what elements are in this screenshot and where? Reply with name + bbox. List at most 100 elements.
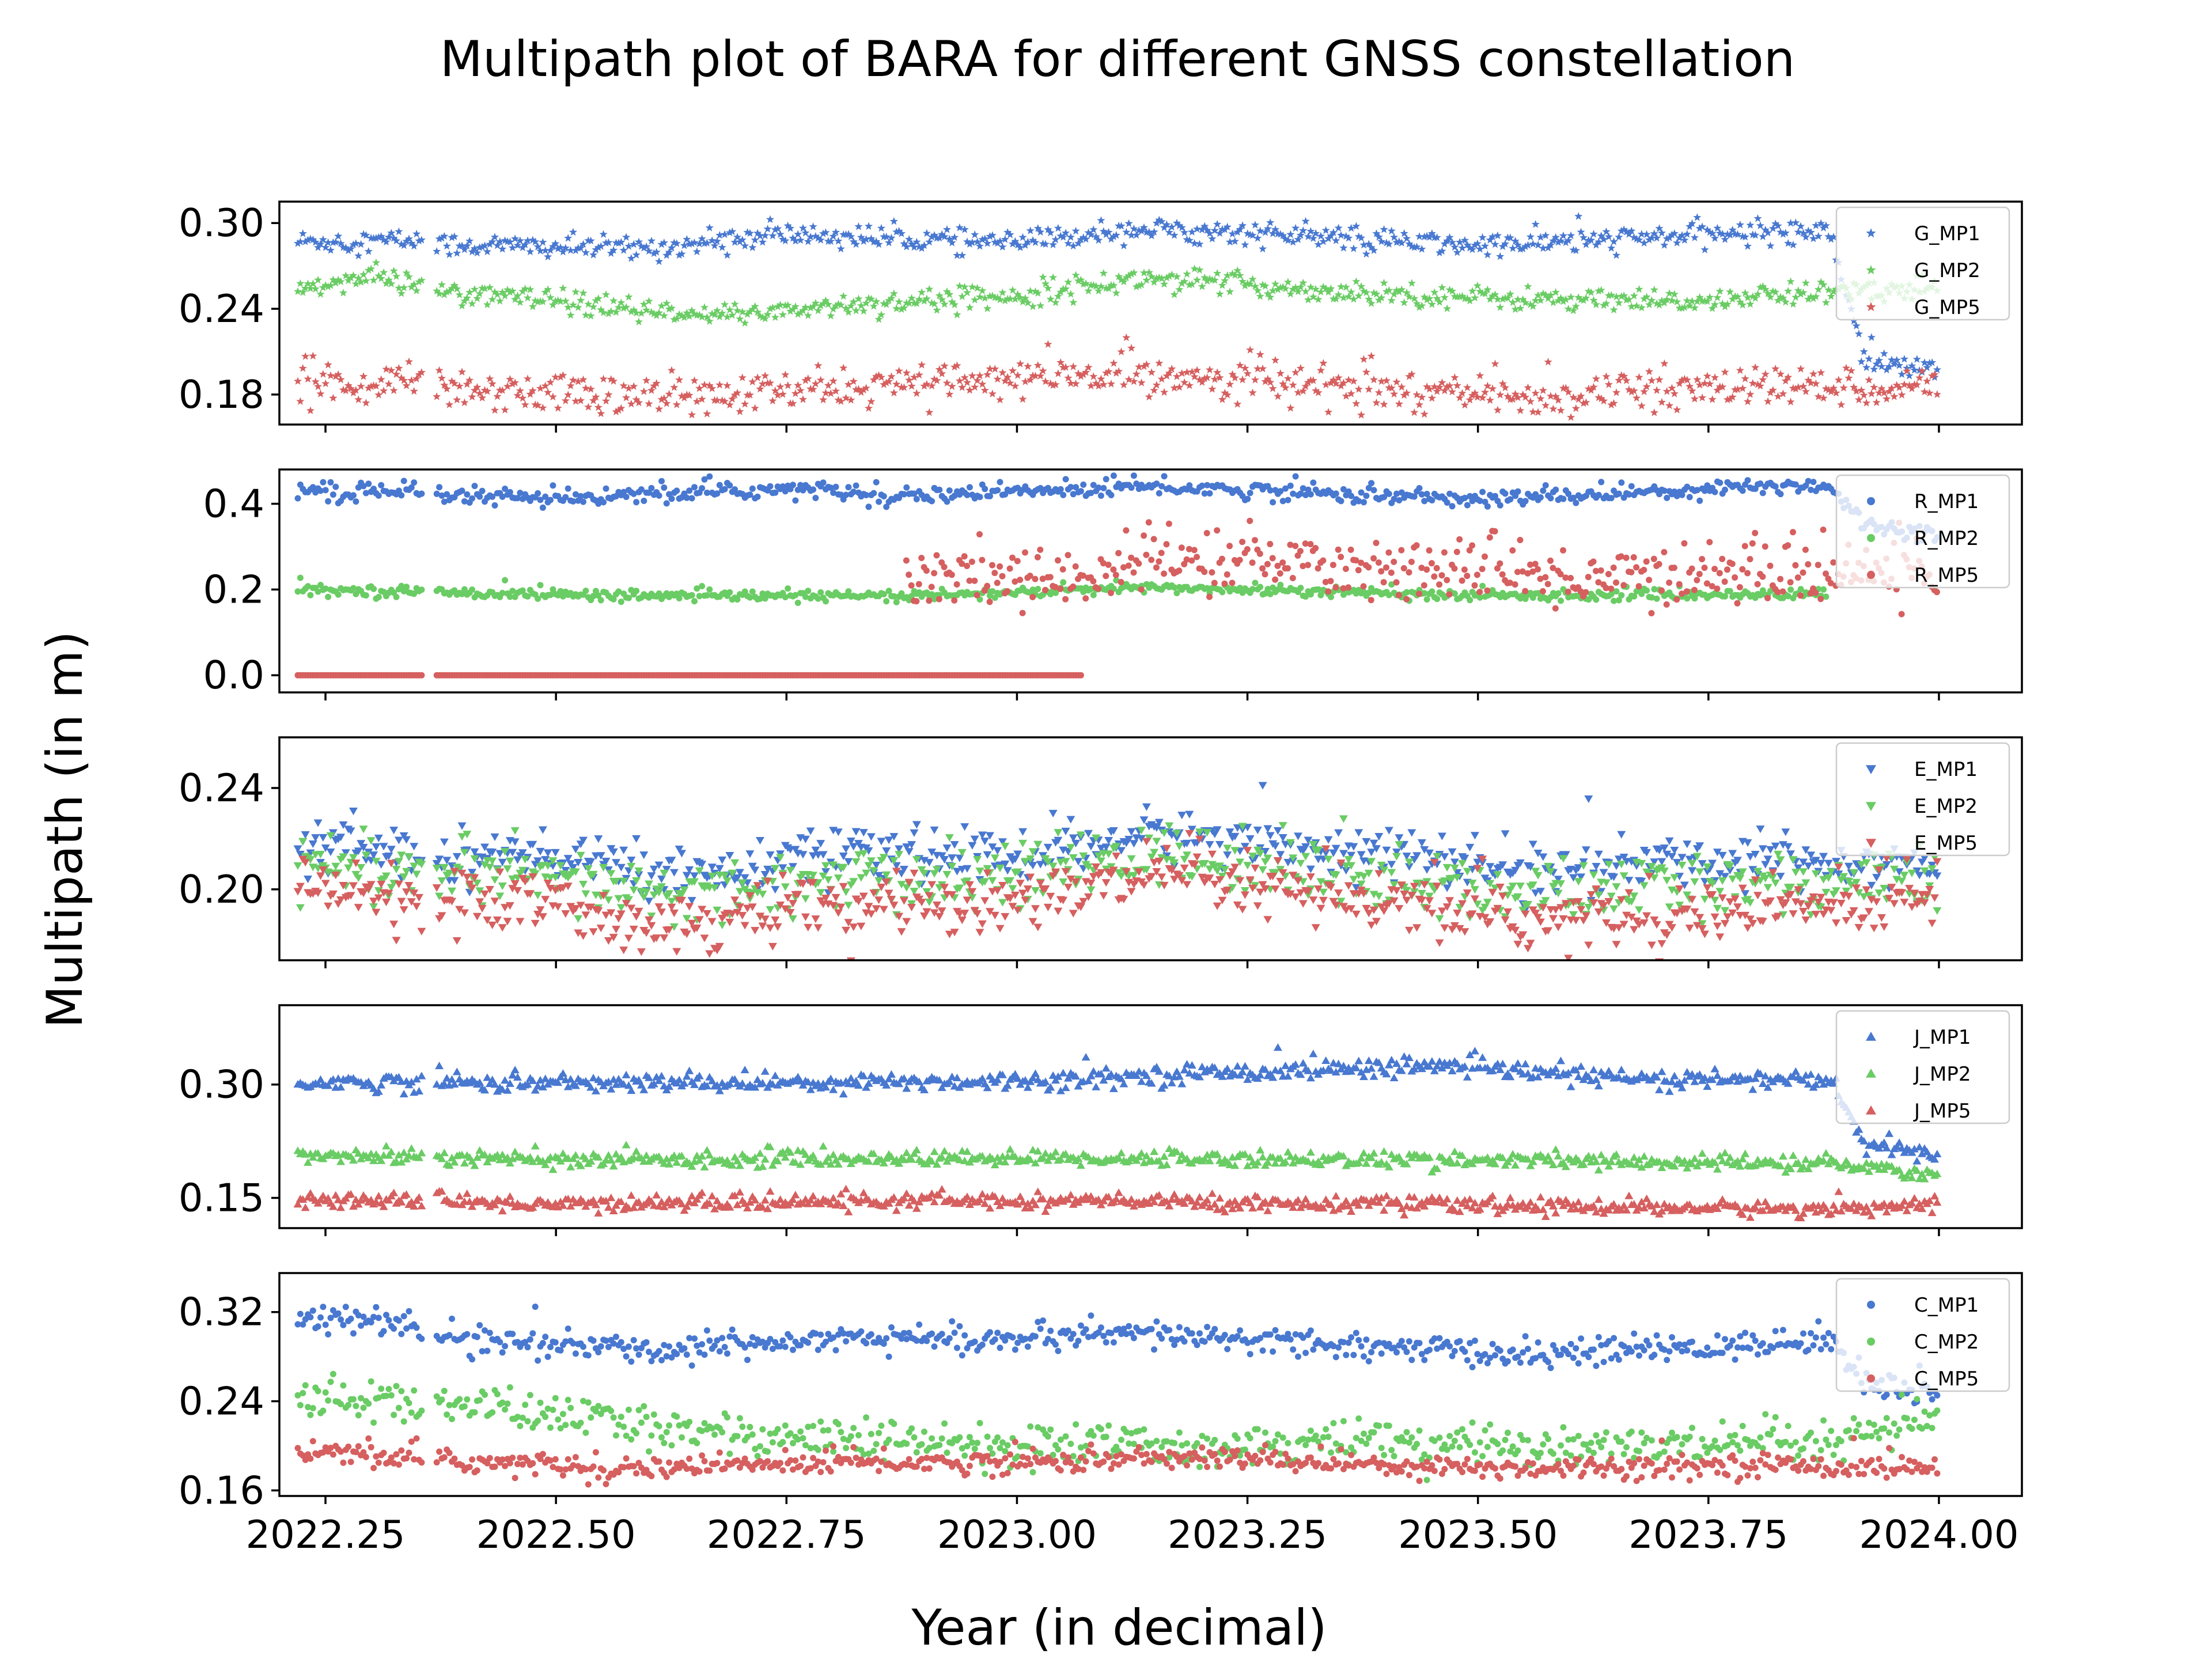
data-point (1467, 493, 1474, 499)
data-point (1219, 555, 1225, 562)
data-point (1724, 566, 1730, 573)
data-point (938, 230, 946, 238)
data-point (364, 247, 373, 255)
data-point (900, 304, 908, 312)
data-point (1314, 846, 1323, 854)
data-point (1071, 271, 1080, 279)
data-point (389, 234, 398, 242)
data-point (798, 224, 808, 232)
data-point (1006, 294, 1014, 302)
data-point (920, 297, 929, 305)
data-point (440, 863, 449, 872)
data-point (1008, 240, 1017, 248)
data-point (797, 482, 804, 488)
data-point (1817, 278, 1825, 286)
subplots: 0.300.240.18G_MP1G_MP2G_MP50.40.20.0R_MP… (179, 200, 2023, 1557)
data-point (1400, 229, 1408, 237)
data-point (883, 503, 890, 510)
data-point (1165, 228, 1173, 236)
data-point (665, 305, 673, 313)
data-point (994, 487, 1001, 494)
data-point (798, 851, 808, 859)
data-point (683, 308, 691, 317)
data-point (1089, 281, 1098, 289)
data-point (1499, 571, 1506, 578)
data-point (1145, 519, 1152, 526)
data-point (1448, 387, 1457, 396)
data-point (1074, 276, 1083, 285)
data-point (321, 281, 330, 289)
data-point (1088, 585, 1094, 592)
data-point (455, 865, 464, 873)
data-point (1736, 220, 1744, 229)
data-point (1036, 228, 1045, 236)
data-point (1728, 392, 1737, 401)
data-point (1458, 389, 1467, 397)
data-point (690, 872, 699, 880)
data-point (336, 834, 346, 842)
data-point (1744, 570, 1751, 577)
data-point (590, 593, 597, 600)
data-point (1631, 593, 1638, 600)
data-point (404, 853, 414, 861)
data-point (1084, 830, 1093, 838)
data-point (971, 296, 979, 304)
data-point (490, 233, 499, 241)
data-point (351, 239, 360, 247)
data-point (518, 243, 527, 251)
data-point (1251, 376, 1260, 384)
data-point (1158, 483, 1165, 490)
data-point (407, 376, 416, 384)
data-point (1380, 400, 1388, 408)
data-point (1301, 853, 1310, 861)
data-point (892, 862, 901, 870)
data-point (768, 396, 777, 404)
data-point (1339, 850, 1348, 858)
data-point (1791, 384, 1800, 393)
data-point (1471, 582, 1478, 589)
data-point (1670, 846, 1679, 855)
data-point (1564, 388, 1573, 396)
data-point (1756, 381, 1765, 390)
data-point (1804, 376, 1813, 384)
data-point (1698, 860, 1707, 868)
data-point (1657, 858, 1666, 866)
data-point (564, 234, 573, 242)
data-point (1426, 547, 1433, 554)
data-point (623, 494, 630, 501)
data-point (1289, 237, 1297, 246)
data-point (444, 491, 450, 498)
data-point (925, 237, 934, 246)
data-point (955, 282, 964, 290)
data-point (554, 244, 562, 252)
data-point (1402, 853, 1411, 861)
data-point (1259, 244, 1267, 253)
data-point (1172, 272, 1181, 281)
data-point (988, 877, 997, 885)
data-point (877, 373, 886, 381)
data-point (1156, 558, 1162, 565)
data-point (812, 495, 819, 501)
data-point (971, 382, 979, 391)
data-point (645, 880, 654, 888)
data-point (1077, 372, 1085, 380)
data-point (533, 857, 543, 865)
data-point (652, 248, 661, 256)
data-point (647, 308, 656, 316)
data-point (1565, 588, 1571, 595)
data-point (486, 374, 494, 382)
data-point (418, 586, 425, 593)
data-point (499, 493, 506, 500)
data-point (827, 389, 835, 397)
data-point (1756, 283, 1765, 291)
data-point (1739, 487, 1746, 494)
data-point (541, 246, 550, 254)
data-point (1312, 545, 1319, 551)
data-point (293, 862, 302, 870)
data-point (1180, 228, 1189, 236)
data-point (1418, 393, 1426, 401)
data-point (1345, 584, 1352, 591)
data-point (1521, 242, 1530, 251)
data-point (1423, 566, 1430, 573)
data-point (399, 832, 408, 840)
